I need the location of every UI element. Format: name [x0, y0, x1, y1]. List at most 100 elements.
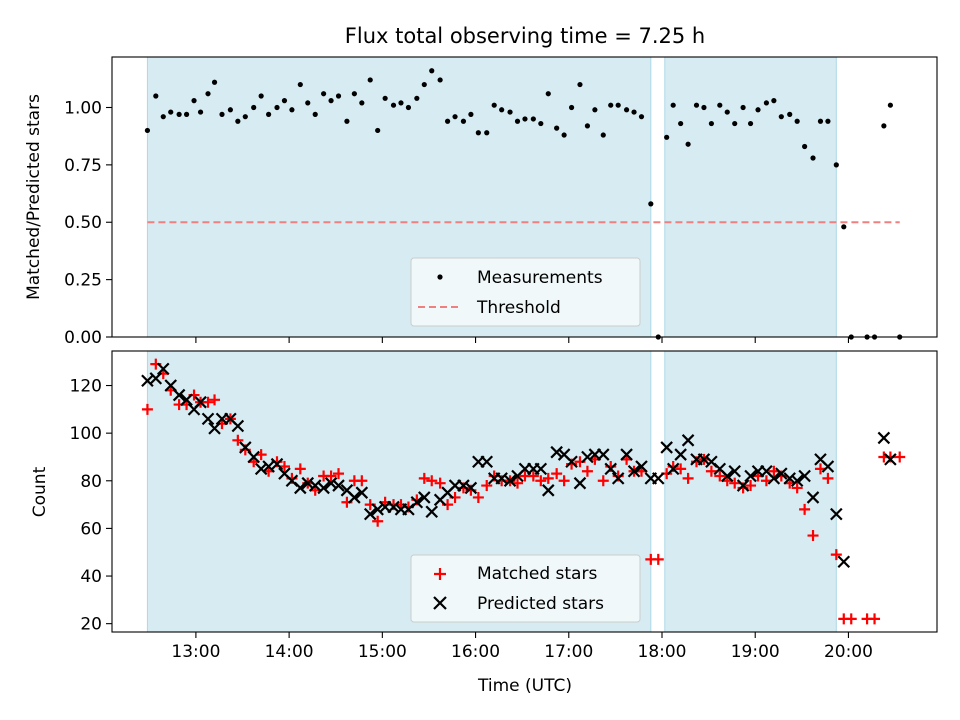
- x-axis-label: Time (UTC): [477, 676, 572, 696]
- bottom-y-tick-label: 100: [70, 424, 102, 444]
- predicted-stars-point: [666, 462, 680, 476]
- measurement-point: [648, 201, 654, 207]
- measurement-point: [810, 155, 816, 161]
- measurement-point: [763, 100, 770, 106]
- matched-stars-point: [581, 465, 593, 477]
- top-y-tick-label: 0.75: [64, 156, 102, 176]
- predicted-stars-point: [884, 453, 897, 466]
- matched-stars-point: [558, 475, 570, 487]
- top-y-tick-label: 1.00: [64, 98, 102, 118]
- measurement-point: [183, 111, 190, 117]
- matched-stars-point: [745, 480, 757, 492]
- bottom-shaded-intervals: [146, 350, 837, 633]
- x-tick-label: 20:00: [824, 642, 873, 662]
- top-axes-frame: [111, 56, 938, 338]
- matched-stars-point: [830, 549, 842, 561]
- matched-stars-point: [372, 515, 384, 527]
- measurement-point: [197, 109, 204, 115]
- measurement-point: [367, 77, 373, 83]
- top-y-tick-label: 0.25: [64, 271, 102, 291]
- matched-stars-point: [652, 553, 664, 565]
- matched-stars-point: [791, 482, 803, 494]
- top-y-ticks: 0.00 0.25 0.50 0.75 1.00: [64, 98, 112, 348]
- measurement-point: [615, 102, 621, 108]
- predicted-stars-legend-marker: [433, 596, 447, 610]
- matched-stars-point: [232, 434, 244, 446]
- top-y-tick-label: 0.00: [64, 328, 102, 348]
- matched-stars-legend-label: Matched stars: [477, 564, 597, 584]
- matched-stars-point: [799, 503, 811, 515]
- measurement-point: [429, 68, 435, 74]
- predicted-stars-point: [604, 462, 618, 476]
- measurement-point: [717, 102, 723, 108]
- predicted-stars-point: [596, 448, 610, 461]
- predicted-stars-point: [425, 505, 439, 519]
- measurement-point: [817, 118, 824, 124]
- count-series: [141, 358, 906, 625]
- predicted-stars-point: [798, 469, 811, 483]
- matched-stars-point: [705, 465, 717, 477]
- matched-stars-point: [426, 475, 438, 487]
- predicted-stars-point: [573, 476, 587, 490]
- measurement-point: [514, 118, 521, 124]
- predicted-stars-point: [806, 491, 820, 504]
- predicted-stars-point: [697, 453, 711, 466]
- measurement-point: [351, 91, 357, 97]
- measurement-point: [670, 102, 676, 108]
- measurement-point: [778, 114, 784, 120]
- predicted-stars-point: [767, 472, 781, 485]
- measurement-point: [375, 127, 381, 134]
- predicted-stars-point: [231, 419, 245, 433]
- predicted-stars-point: [681, 434, 695, 447]
- matched-stars-point: [325, 470, 337, 482]
- top-y-axis-label: Matched/Predicted stars: [24, 94, 44, 300]
- x-tick-label: 19:00: [731, 642, 780, 662]
- measurement-point: [538, 120, 544, 127]
- predicted-stars-point: [301, 476, 315, 490]
- bottom-y-tick-label: 120: [70, 377, 102, 397]
- predicted-stars-point: [660, 441, 673, 454]
- predicted-stars-point: [565, 455, 578, 469]
- bottom-y-tick-label: 60: [80, 519, 102, 539]
- measurement-point: [577, 81, 583, 88]
- matched-stars-point: [714, 470, 726, 482]
- measurement-point: [297, 81, 303, 88]
- measurement-point: [545, 91, 551, 97]
- predicted-stars-point: [457, 479, 470, 492]
- bottom-axes-frame: [111, 350, 938, 633]
- measurement-point: [841, 224, 847, 230]
- predicted-stars-point: [172, 388, 186, 402]
- measurement-point: [251, 104, 257, 111]
- bottom-y-tick-label: 20: [80, 615, 102, 635]
- x-tick-label: 14:00: [265, 642, 314, 662]
- measurement-point: [289, 107, 295, 113]
- measurement-point: [787, 111, 793, 117]
- measurement-point: [638, 114, 645, 120]
- measurement-point: [678, 120, 684, 127]
- predicted-stars-point: [611, 472, 625, 485]
- measurement-point: [235, 118, 241, 124]
- measurement-point: [266, 111, 272, 117]
- predicted-stars-point: [201, 412, 215, 426]
- measurement-point: [211, 79, 218, 85]
- predicted-stars-point: [877, 431, 891, 445]
- measurement-point: [475, 130, 481, 136]
- measurement-point: [561, 132, 567, 138]
- measurement-point: [168, 109, 174, 115]
- measurement-point: [176, 111, 182, 117]
- measurement-point: [312, 111, 318, 117]
- predicted-stars-point: [821, 460, 835, 473]
- matched-stars-point: [535, 475, 547, 487]
- predicted-stars-point: [581, 450, 594, 464]
- measurement-point: [153, 93, 159, 99]
- measurement-point: [444, 118, 451, 124]
- predicted-stars-point: [332, 479, 345, 492]
- measurement-point: [747, 120, 754, 127]
- bottom-legend: Matched stars Predicted stars: [410, 554, 641, 623]
- matched-stars-point: [675, 463, 687, 475]
- measurement-point: [491, 102, 497, 108]
- measurement-point: [887, 102, 893, 108]
- top-y-tick-label: 0.50: [64, 213, 102, 233]
- measurement-point: [600, 132, 606, 138]
